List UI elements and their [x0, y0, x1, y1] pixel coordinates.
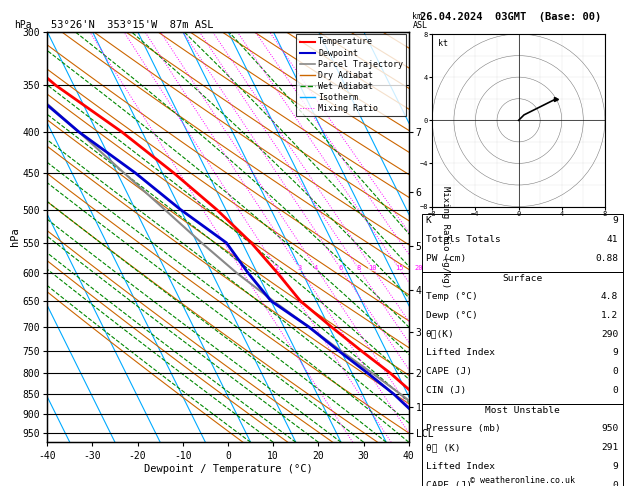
Text: 15: 15 [395, 265, 403, 271]
Text: 1: 1 [238, 265, 242, 271]
Text: 1.2: 1.2 [601, 311, 618, 320]
Y-axis label: Mixing Ratio (g/kg): Mixing Ratio (g/kg) [441, 186, 450, 288]
Text: 2: 2 [275, 265, 279, 271]
Text: 9: 9 [613, 216, 618, 226]
Text: hPa: hPa [14, 19, 32, 30]
Text: © weatheronline.co.uk: © weatheronline.co.uk [470, 476, 574, 485]
Text: 290: 290 [601, 330, 618, 339]
Text: Lifted Index: Lifted Index [426, 348, 495, 357]
Text: Dewp (°C): Dewp (°C) [426, 311, 477, 320]
Text: 0: 0 [613, 367, 618, 376]
Text: 10: 10 [368, 265, 377, 271]
Text: Pressure (mb): Pressure (mb) [426, 424, 501, 434]
Text: 291: 291 [601, 443, 618, 452]
Text: 4.8: 4.8 [601, 293, 618, 301]
Text: CAPE (J): CAPE (J) [426, 367, 472, 376]
Text: 41: 41 [607, 235, 618, 244]
Text: 6: 6 [338, 265, 343, 271]
Text: 53°26'N  353°15'W  87m ASL: 53°26'N 353°15'W 87m ASL [51, 19, 213, 30]
Text: 3: 3 [298, 265, 302, 271]
Text: 9: 9 [613, 462, 618, 471]
Text: K: K [426, 216, 431, 226]
Text: 0.88: 0.88 [595, 254, 618, 263]
Text: Surface: Surface [502, 274, 542, 283]
Text: 26.04.2024  03GMT  (Base: 00): 26.04.2024 03GMT (Base: 00) [420, 12, 601, 22]
Text: Lifted Index: Lifted Index [426, 462, 495, 471]
Text: Most Unstable: Most Unstable [485, 406, 559, 415]
Text: kt: kt [438, 39, 447, 48]
Text: θᴄ(K): θᴄ(K) [426, 330, 455, 339]
Text: 4: 4 [314, 265, 318, 271]
Text: 9: 9 [613, 348, 618, 357]
Text: Totals Totals: Totals Totals [426, 235, 501, 244]
Text: 8: 8 [356, 265, 360, 271]
Text: CIN (J): CIN (J) [426, 386, 466, 395]
X-axis label: Dewpoint / Temperature (°C): Dewpoint / Temperature (°C) [143, 464, 313, 474]
Bar [421, 214, 623, 272]
Text: 950: 950 [601, 424, 618, 434]
Bar [421, 272, 623, 404]
Y-axis label: hPa: hPa [10, 227, 20, 246]
Text: 0: 0 [613, 386, 618, 395]
Text: 0: 0 [613, 481, 618, 486]
Text: km
ASL: km ASL [413, 12, 428, 30]
Text: PW (cm): PW (cm) [426, 254, 466, 263]
Bar [421, 404, 623, 486]
Text: θᴄ (K): θᴄ (K) [426, 443, 460, 452]
Text: CAPE (J): CAPE (J) [426, 481, 472, 486]
Text: 20: 20 [415, 265, 423, 271]
Legend: Temperature, Dewpoint, Parcel Trajectory, Dry Adiabat, Wet Adiabat, Isotherm, Mi: Temperature, Dewpoint, Parcel Trajectory… [296, 34, 406, 116]
Text: Temp (°C): Temp (°C) [426, 293, 477, 301]
